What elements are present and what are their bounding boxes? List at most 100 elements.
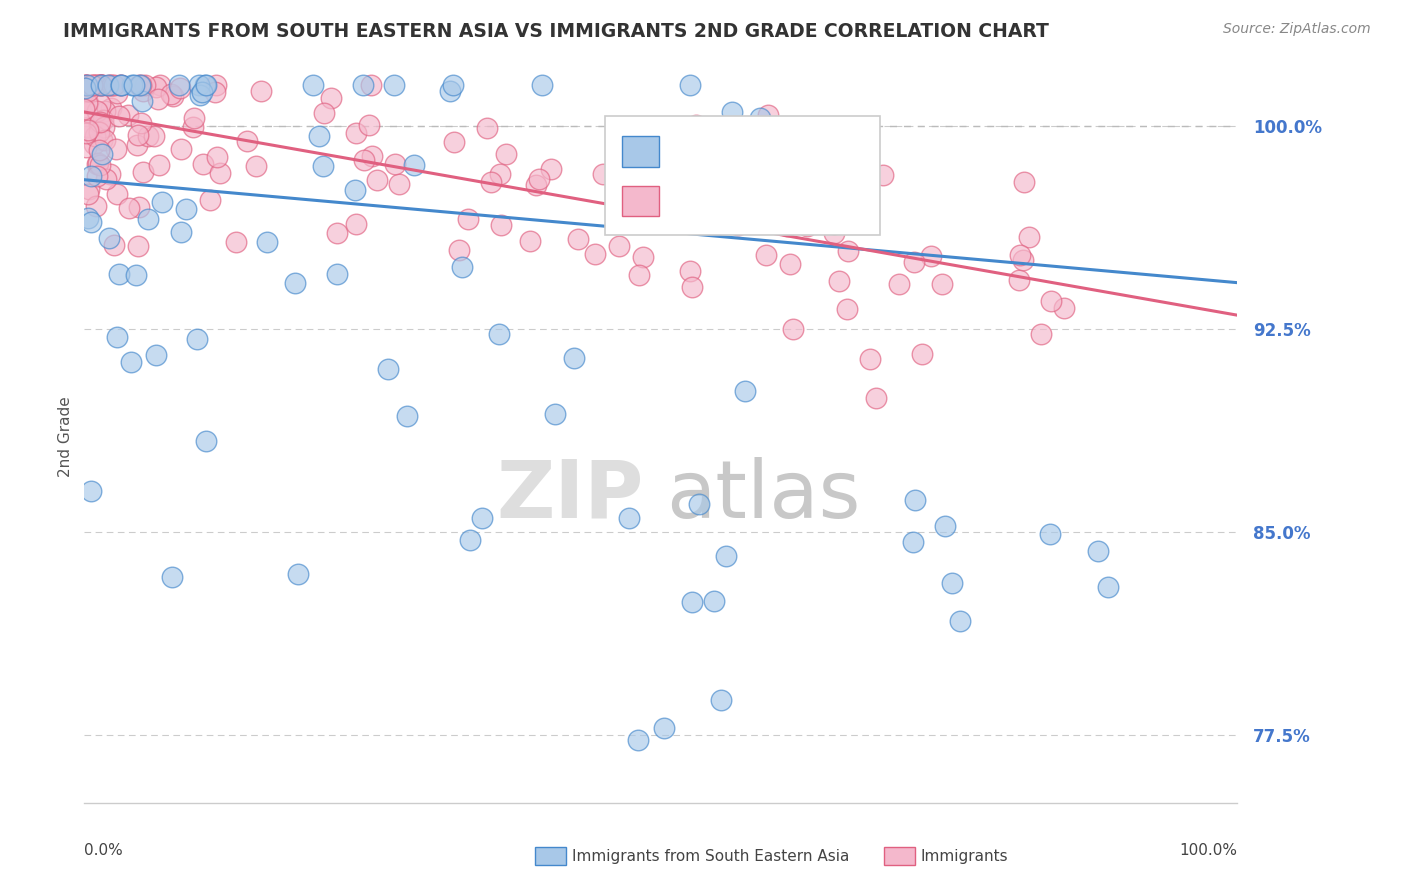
Point: [617, 511, 640, 525]
Point: [190, 87, 212, 102]
Point: [377, 361, 399, 376]
Point: [127, 239, 149, 253]
Point: [125, 268, 148, 282]
Point: [519, 235, 541, 249]
Point: [447, 243, 470, 257]
Point: [471, 511, 494, 525]
Point: [89, 117, 111, 131]
Point: [90, 78, 112, 92]
Point: [787, 150, 810, 164]
Point: [83, 137, 105, 152]
Text: -0.106: -0.106: [717, 144, 775, 159]
Point: [76, 78, 98, 92]
Text: N =: N =: [785, 144, 824, 159]
Point: [73, 78, 96, 92]
Point: [823, 226, 845, 240]
Text: Source: ZipAtlas.com: Source: ZipAtlas.com: [1223, 22, 1371, 37]
Point: [97, 78, 120, 92]
Point: [837, 244, 859, 259]
Point: [110, 78, 132, 92]
Point: [1012, 175, 1035, 189]
Point: [679, 78, 702, 92]
Point: [108, 78, 131, 92]
Point: [125, 137, 148, 152]
Point: [89, 125, 111, 139]
Point: [110, 78, 132, 92]
Point: [128, 200, 150, 214]
Point: [129, 78, 152, 92]
Point: [134, 78, 156, 92]
Point: [748, 111, 770, 125]
Point: [108, 109, 131, 123]
Point: [491, 218, 513, 232]
Point: [83, 129, 105, 144]
Point: [187, 78, 209, 92]
Point: [84, 78, 107, 92]
Point: [301, 78, 323, 92]
Point: [100, 102, 122, 116]
Point: [93, 120, 115, 134]
Point: [131, 165, 153, 179]
Point: [195, 434, 218, 448]
Point: [89, 78, 111, 92]
Point: [148, 158, 170, 172]
Point: [360, 149, 382, 163]
Point: [567, 232, 589, 246]
Point: [631, 250, 654, 264]
Point: [75, 140, 97, 154]
Point: [94, 133, 117, 147]
Point: [827, 171, 849, 186]
Point: [90, 78, 112, 92]
Point: [755, 248, 778, 262]
Point: [489, 168, 512, 182]
Point: [86, 169, 108, 183]
Point: [77, 182, 100, 196]
Point: [73, 80, 96, 95]
Point: [145, 348, 167, 362]
Point: [204, 85, 226, 99]
Point: [162, 88, 184, 103]
Point: [1012, 252, 1035, 267]
Point: [681, 595, 703, 609]
Point: [681, 280, 703, 294]
Text: IMMIGRANTS FROM SOUTH EASTERN ASIA VS IMMIGRANTS 2ND GRADE CORRELATION CHART: IMMIGRANTS FROM SOUTH EASTERN ASIA VS IM…: [63, 22, 1049, 41]
Point: [160, 570, 183, 584]
Point: [607, 239, 630, 253]
Text: atlas: atlas: [666, 457, 860, 534]
Text: 100.0%: 100.0%: [1180, 843, 1237, 858]
Point: [76, 96, 98, 111]
Point: [903, 254, 925, 268]
Text: N =: N =: [785, 194, 824, 209]
Point: [131, 95, 153, 109]
Point: [91, 133, 114, 147]
Point: [105, 186, 128, 201]
Point: [91, 78, 114, 92]
Point: [353, 153, 375, 167]
Point: [89, 78, 111, 92]
Point: [86, 157, 108, 171]
Point: [77, 120, 100, 135]
Point: [98, 167, 121, 181]
Point: [120, 355, 142, 369]
Point: [181, 120, 204, 134]
Point: [382, 78, 405, 92]
Point: [779, 256, 801, 270]
Point: [360, 78, 382, 92]
Point: [911, 347, 934, 361]
Text: -0.459: -0.459: [717, 194, 775, 209]
Point: [872, 168, 894, 182]
Point: [128, 78, 150, 92]
Point: [108, 267, 131, 281]
Point: [780, 203, 803, 218]
Point: [75, 126, 97, 140]
Point: [1039, 527, 1062, 541]
Point: [136, 212, 159, 227]
Point: [488, 327, 510, 342]
Point: [76, 211, 98, 225]
Point: [87, 155, 110, 169]
Point: [782, 322, 804, 336]
Point: [83, 78, 105, 92]
Point: [89, 96, 111, 111]
Point: [308, 129, 330, 144]
Point: [287, 566, 309, 581]
